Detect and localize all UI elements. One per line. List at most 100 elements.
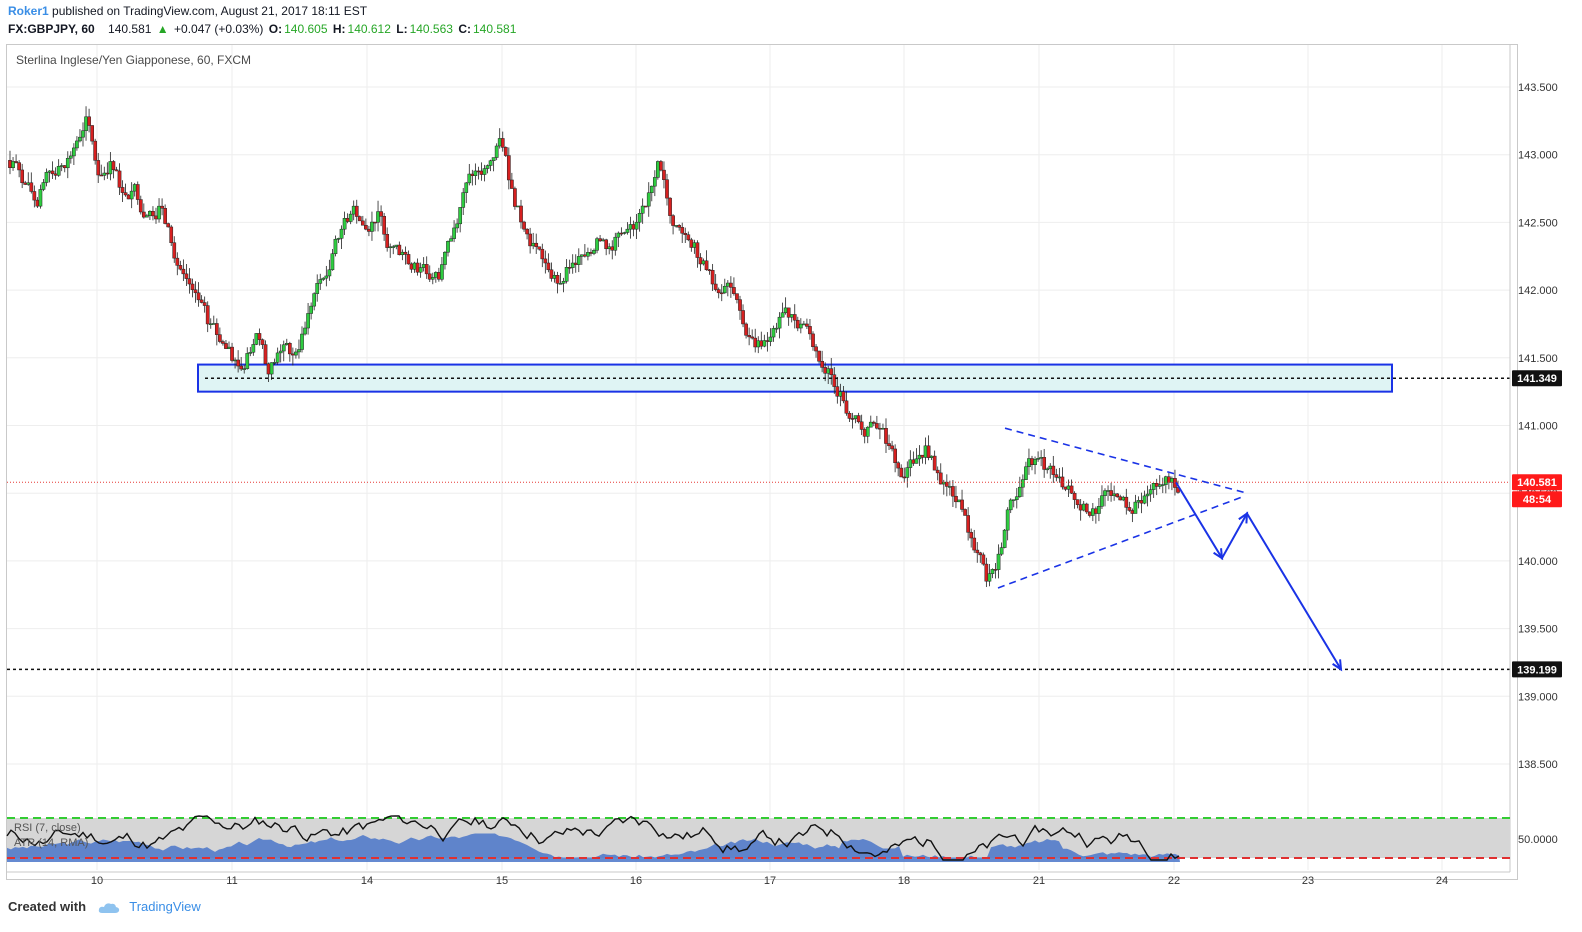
- candle-down: [1094, 508, 1098, 514]
- candle-down: [631, 224, 636, 230]
- candle-up: [330, 253, 335, 271]
- candle-up: [461, 192, 466, 208]
- candle-down: [17, 162, 21, 171]
- candle-up: [1090, 508, 1095, 516]
- candle-up: [211, 323, 216, 325]
- candle-up: [440, 264, 444, 280]
- candle-up: [102, 172, 107, 176]
- candle-down: [1154, 483, 1159, 487]
- candle-up: [233, 359, 237, 362]
- candle-down: [175, 257, 180, 266]
- candle-down: [981, 554, 986, 565]
- candle-down: [750, 336, 755, 339]
- candle-up: [318, 279, 323, 284]
- tradingview-link[interactable]: TradingView: [129, 899, 201, 914]
- candle-up: [321, 277, 326, 280]
- candle-up: [564, 267, 569, 282]
- candle-up: [315, 283, 320, 294]
- candle-down: [202, 302, 207, 306]
- candle-down: [884, 428, 888, 444]
- candle-up: [388, 246, 393, 249]
- candle-up: [646, 192, 651, 207]
- candles: [8, 106, 1180, 588]
- candle-down: [567, 267, 572, 269]
- candle-up: [881, 428, 885, 430]
- candle-up: [652, 177, 657, 187]
- arrowhead-icon: [1213, 548, 1224, 561]
- candle-down: [1042, 457, 1047, 470]
- candle-up: [11, 161, 15, 168]
- rsi-legend[interactable]: RSI (7, close): [14, 822, 81, 834]
- candle-down: [260, 339, 265, 345]
- candle-down: [668, 197, 672, 216]
- time-tick-label: 11: [226, 875, 237, 887]
- candle-down: [62, 165, 67, 169]
- candle-up: [81, 130, 85, 138]
- candle-down: [902, 476, 907, 479]
- candle-down: [437, 272, 441, 280]
- rsi-pane: 50.0000: [6, 815, 1558, 862]
- candle-down: [689, 239, 694, 248]
- candle-up: [339, 228, 344, 239]
- candle-up: [783, 307, 788, 313]
- candle-up: [324, 275, 329, 279]
- price-tick-label: 140.000: [1518, 556, 1558, 568]
- candle-down: [573, 262, 578, 265]
- candle-down: [1124, 496, 1129, 508]
- candle-down: [427, 273, 432, 280]
- candle-down: [29, 182, 34, 192]
- price-tick-label: 142.500: [1518, 217, 1558, 229]
- candle-down: [944, 481, 949, 487]
- candle-up: [640, 205, 645, 214]
- symbol-label[interactable]: FX:GBPJPY, 60: [8, 22, 95, 36]
- candle-up: [1136, 500, 1141, 503]
- arrowhead-icon: [1238, 511, 1249, 524]
- target-price-tag-bg: [1512, 661, 1562, 678]
- candle-down: [364, 224, 368, 230]
- candle-down: [911, 459, 916, 464]
- candle-up: [75, 140, 79, 149]
- candle-up: [1145, 493, 1150, 497]
- candle-up: [826, 368, 831, 374]
- candle-up: [929, 455, 934, 458]
- triangle-lower-trendline: [997, 495, 1246, 589]
- candle-up: [452, 227, 456, 239]
- atr-legend[interactable]: ATR (14, RMA): [14, 837, 89, 849]
- high-label: H:: [332, 22, 346, 36]
- candle-up: [1081, 503, 1086, 511]
- chart-frame[interactable]: [6, 44, 1518, 880]
- candle-up: [768, 336, 773, 342]
- arrowhead-icon: [1332, 659, 1343, 672]
- candle-up: [309, 305, 313, 314]
- candle-up: [449, 238, 453, 242]
- chart-grid: [7, 45, 1510, 870]
- time-tick-label: 24: [1436, 875, 1448, 887]
- author-link[interactable]: Roker1: [8, 4, 49, 18]
- candle-down: [716, 289, 721, 294]
- candle-up: [284, 343, 289, 346]
- candle-up: [303, 327, 307, 335]
- time-axis: 10 11 14 15 16 17 18 21 22 23 24: [91, 875, 1448, 887]
- candle-down: [224, 343, 228, 349]
- open-label: O:: [268, 22, 283, 36]
- candle-up: [701, 260, 706, 265]
- current-price-tag-bg: [1512, 474, 1562, 491]
- candle-up: [391, 246, 396, 248]
- footer: Created with TradingView: [8, 899, 201, 914]
- candle-down: [1063, 486, 1068, 490]
- candle-down: [662, 169, 666, 180]
- candle-up: [78, 136, 82, 142]
- published-text: published on TradingView.com, August 21,…: [52, 4, 368, 18]
- resistance-price-tag-bg: [1512, 370, 1562, 387]
- candle-up: [1024, 466, 1028, 480]
- candle-up: [1100, 495, 1104, 507]
- candle-up: [1106, 490, 1110, 492]
- candle-up: [145, 215, 149, 218]
- candle-down: [738, 299, 742, 311]
- candle-up: [494, 145, 499, 158]
- candle-down: [741, 310, 745, 325]
- candle-down: [713, 283, 718, 290]
- candle-up: [473, 170, 478, 176]
- candle-up: [44, 172, 49, 183]
